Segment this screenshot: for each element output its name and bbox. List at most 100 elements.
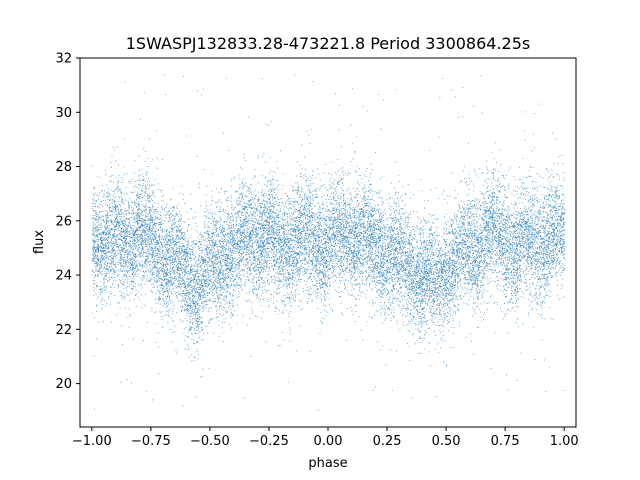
- data-point: [452, 281, 454, 283]
- data-point: [414, 322, 416, 324]
- data-point: [559, 231, 561, 233]
- data-point: [196, 291, 198, 293]
- data-point: [242, 239, 244, 241]
- data-point: [508, 236, 510, 238]
- data-point: [262, 245, 264, 247]
- data-point: [225, 257, 226, 259]
- data-point: [350, 222, 352, 224]
- data-point: [168, 251, 170, 253]
- data-point: [329, 246, 331, 247]
- data-point: [516, 265, 518, 267]
- data-point: [342, 242, 344, 244]
- data-point: [561, 211, 562, 213]
- data-point: [195, 351, 197, 353]
- data-point: [159, 218, 161, 219]
- data-point: [179, 282, 181, 284]
- data-point: [375, 268, 377, 270]
- data-point: [353, 267, 355, 269]
- data-point: [510, 236, 512, 238]
- data-point: [381, 176, 383, 178]
- data-point: [484, 193, 486, 195]
- data-point: [143, 195, 145, 197]
- data-point: [500, 214, 502, 216]
- data-point: [167, 229, 169, 230]
- data-point: [268, 221, 270, 223]
- data-point: [199, 322, 201, 324]
- data-point: [340, 312, 342, 314]
- data-point: [369, 285, 371, 287]
- data-point: [114, 264, 116, 266]
- data-point: [128, 232, 130, 234]
- data-point: [485, 187, 487, 189]
- data-point: [220, 294, 222, 296]
- data-point: [245, 182, 247, 184]
- data-point: [153, 205, 155, 207]
- data-point: [324, 273, 326, 275]
- data-point: [522, 218, 523, 220]
- data-point: [105, 279, 107, 281]
- data-point: [194, 216, 196, 218]
- data-point: [198, 308, 199, 309]
- data-point: [310, 241, 312, 243]
- data-point: [441, 193, 443, 195]
- data-point: [93, 243, 95, 245]
- data-point: [336, 221, 338, 223]
- data-point: [511, 295, 513, 297]
- data-point: [352, 217, 354, 219]
- data-point: [490, 294, 492, 296]
- data-point: [524, 223, 526, 225]
- data-point: [125, 293, 127, 295]
- data-point: [285, 241, 287, 243]
- data-point: [151, 219, 153, 221]
- data-point: [519, 241, 521, 243]
- data-point: [452, 261, 453, 263]
- data-point: [348, 293, 350, 295]
- data-point: [410, 258, 412, 260]
- data-point: [336, 228, 338, 230]
- data-point: [386, 236, 388, 238]
- data-point: [150, 216, 152, 218]
- data-point: [123, 256, 125, 258]
- data-point: [109, 279, 111, 280]
- data-point: [463, 234, 465, 236]
- data-point: [476, 230, 478, 232]
- data-point: [137, 209, 138, 211]
- data-point: [167, 249, 169, 250]
- data-point: [264, 206, 266, 208]
- data-point: [112, 262, 113, 264]
- data-point: [150, 260, 152, 262]
- data-point: [308, 259, 310, 261]
- data-point: [409, 244, 410, 246]
- data-point: [171, 206, 173, 208]
- data-point: [122, 275, 124, 277]
- data-point: [252, 220, 253, 222]
- data-point: [517, 278, 519, 280]
- data-point: [505, 296, 507, 297]
- data-point: [288, 216, 290, 218]
- data-point: [419, 273, 421, 275]
- data-point: [286, 239, 288, 241]
- data-point: [437, 277, 439, 279]
- data-point: [221, 241, 223, 243]
- data-point: [496, 231, 498, 233]
- data-point: [415, 343, 417, 345]
- data-point: [179, 236, 181, 238]
- data-point: [227, 227, 229, 229]
- data-point: [262, 267, 263, 269]
- data-point: [396, 247, 397, 249]
- data-point: [155, 243, 157, 245]
- data-point: [549, 181, 551, 183]
- data-point: [539, 258, 541, 260]
- data-point: [510, 293, 512, 295]
- data-point: [190, 293, 192, 295]
- data-point: [547, 267, 549, 269]
- chart-title: 1SWASPJ132833.28-473221.8 Period 3300864…: [126, 34, 531, 53]
- data-point: [389, 277, 390, 279]
- data-point: [326, 232, 328, 234]
- data-point: [249, 269, 251, 271]
- data-point: [140, 294, 142, 296]
- data-point: [187, 260, 188, 262]
- data-point: [196, 263, 198, 265]
- data-point: [529, 246, 531, 248]
- data-point: [518, 276, 519, 278]
